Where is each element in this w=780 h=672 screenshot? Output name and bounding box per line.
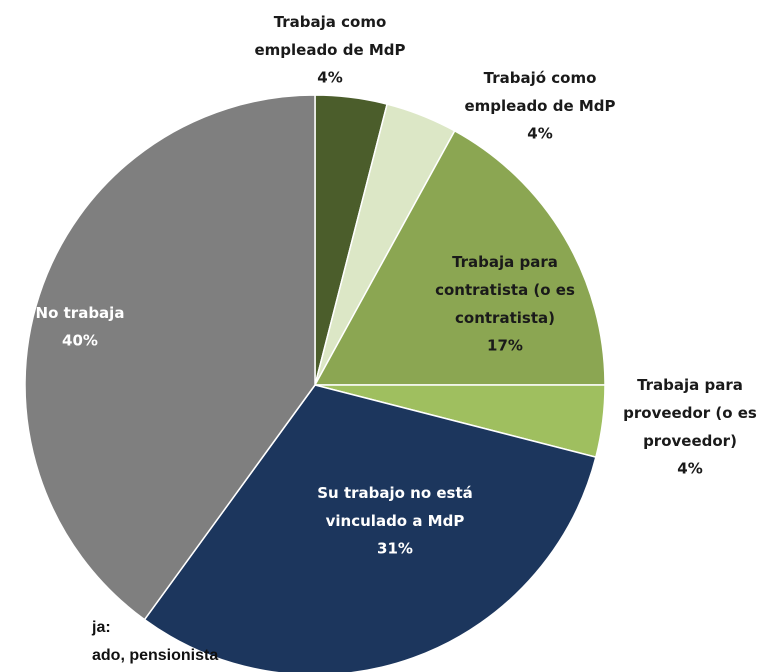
label-line: Su trabajo no está [317,484,473,502]
label-line: proveedor) [643,432,737,450]
slice-label: Trabaja para contratista (o es contratista… [435,253,575,327]
value-label: 4% [317,69,342,87]
pie-slice [313,129,606,386]
label-line: Trabajó como [484,69,597,87]
pie-slice [143,384,597,672]
value-label: 31% [377,540,413,558]
slice-label: Trabajó como empleado de MdP [464,69,615,115]
value-label: 4% [677,460,702,478]
label-line: contratista) [455,309,555,327]
value-label: 4% [527,125,552,143]
label-line: No trabaja [36,304,125,322]
slice-label: Trabaja para proveedor (o es proveedor) [623,376,757,450]
note-line: ado, pensionista [92,647,218,664]
slice-label: Su trabajo no está vinculado a MdP [317,484,473,530]
label-line: proveedor (o es [623,404,757,422]
note-line: ja: [91,619,111,636]
label-line: vinculado a MdP [326,512,465,530]
value-label: 40% [62,332,98,350]
label-line: Trabaja como [274,13,387,31]
label-line: empleado de MdP [254,41,405,59]
label-line: empleado de MdP [464,97,615,115]
label-line: Trabaja para [452,253,558,271]
pie-slice [24,94,316,621]
label-line: contratista (o es [435,281,575,299]
slice-label: Trabaja como empleado de MdP [254,13,405,59]
label-line: Trabaja para [637,376,743,394]
value-label: 17% [487,337,523,355]
slice-label: No trabaja [36,304,125,322]
